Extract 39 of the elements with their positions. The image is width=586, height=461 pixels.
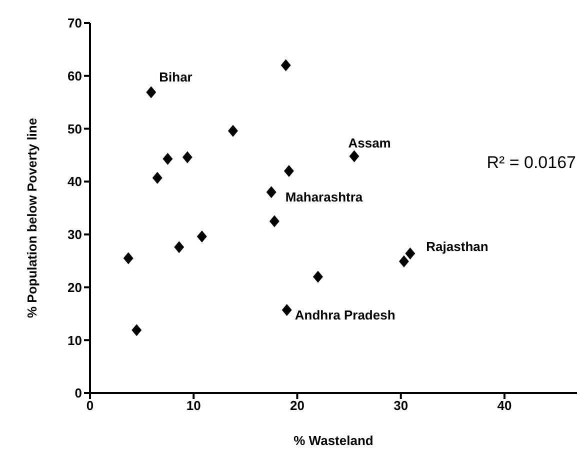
y-axis-title: % Population below Poverty line	[24, 118, 40, 318]
point	[146, 86, 156, 98]
annotation: Andhra Pradesh	[294, 307, 396, 322]
annotation: R² = 0.0167	[486, 153, 576, 173]
point	[174, 241, 184, 254]
point	[228, 124, 238, 137]
point	[398, 255, 409, 268]
annotation: Bihar	[159, 70, 192, 85]
x-tick-label: 40	[497, 398, 512, 414]
x-tick-label: 20	[290, 398, 304, 414]
point	[123, 252, 134, 264]
y-tick-label: 50	[68, 121, 82, 136]
x-tick-label: 0	[86, 398, 94, 414]
y-tick-label: 0	[74, 386, 82, 401]
point	[284, 165, 294, 177]
annotation: Assam	[348, 136, 391, 151]
annotation: Rajasthan	[426, 238, 488, 254]
point	[162, 152, 173, 165]
point	[312, 270, 323, 283]
point	[182, 151, 192, 164]
point	[405, 247, 416, 260]
y-tick-label: 20	[68, 280, 82, 295]
point	[282, 304, 292, 316]
y-tick-label: 30	[68, 227, 82, 242]
x-axis-title: % Wasteland	[294, 433, 374, 448]
point	[196, 230, 207, 243]
point	[349, 150, 360, 162]
point	[280, 59, 291, 72]
x-tick-label: 30	[394, 398, 408, 414]
annotation: Maharashtra	[285, 190, 364, 205]
y-tick-label: 60	[68, 68, 82, 84]
y-tick-label: 10	[68, 332, 82, 348]
x-tick-label: 10	[186, 398, 201, 414]
point	[152, 172, 162, 184]
point	[266, 186, 276, 198]
point	[269, 215, 280, 228]
y-tick-label: 40	[68, 174, 82, 190]
point	[132, 324, 142, 336]
y-tick-label: 70	[68, 16, 82, 31]
